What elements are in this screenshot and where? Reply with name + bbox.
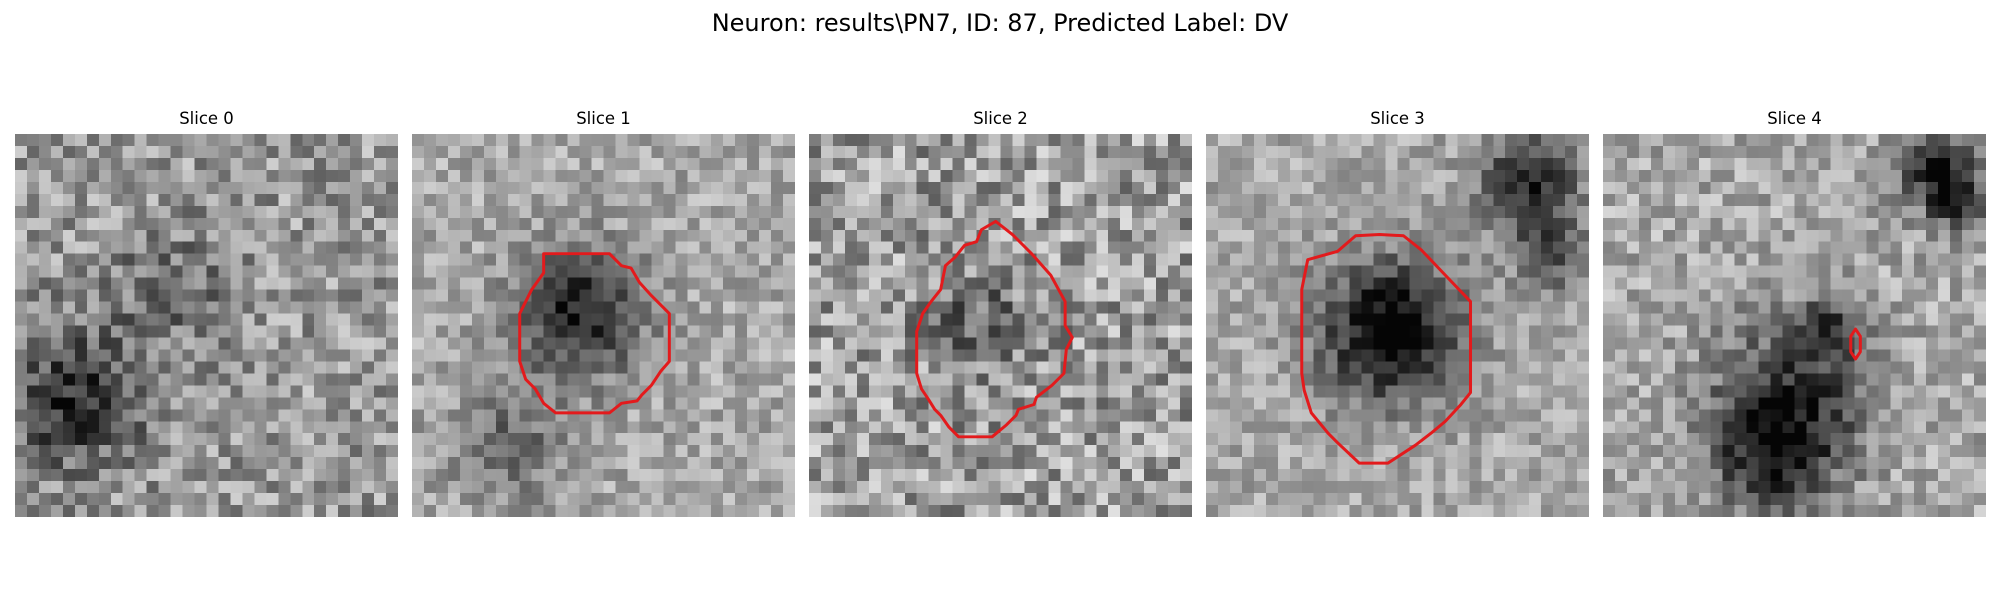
slice-title: Slice 4 xyxy=(1767,109,1822,128)
slice-image xyxy=(1206,134,1589,517)
slice-panel-4: Slice 4 xyxy=(1603,108,1986,517)
slice-image xyxy=(1603,134,1986,517)
slice-title: Slice 1 xyxy=(576,109,631,128)
slice-image xyxy=(809,134,1192,517)
slice-title: Slice 0 xyxy=(179,109,234,128)
slice-image xyxy=(412,134,795,517)
slice-panel-1: Slice 1 xyxy=(412,108,795,517)
figure-title: Neuron: results\PN7, ID: 87, Predicted L… xyxy=(711,9,1289,37)
segmentation-contour xyxy=(1849,327,1862,361)
segmentation-contour xyxy=(1300,233,1473,465)
slice-panel-0: Slice 0 xyxy=(15,108,398,517)
segmentation-contour xyxy=(915,219,1074,439)
segmentation-contour xyxy=(518,252,671,415)
slice-title: Slice 3 xyxy=(1370,109,1425,128)
slice-panel-2: Slice 2 xyxy=(809,108,1192,517)
slice-title: Slice 2 xyxy=(973,109,1028,128)
slice-image xyxy=(15,134,398,517)
slice-panel-3: Slice 3 xyxy=(1206,108,1589,517)
